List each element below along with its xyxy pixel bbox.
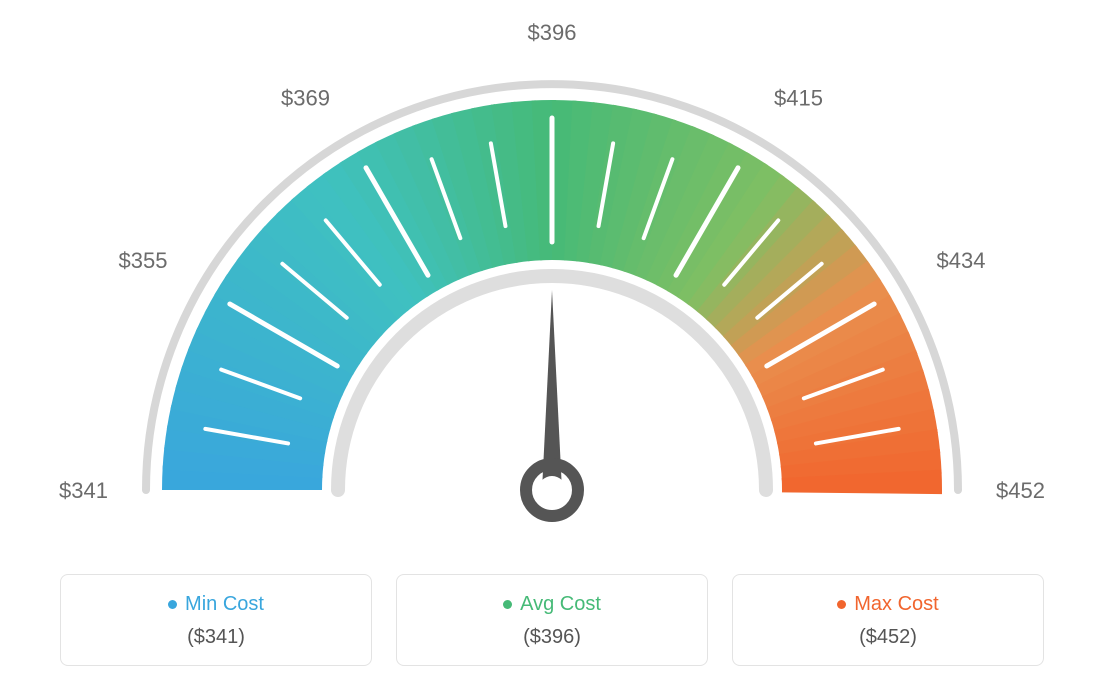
legend-value-max: ($452): [743, 626, 1033, 649]
gauge-svg: $341 $355 $369 $396 $415 $434 $452: [20, 20, 1084, 550]
gauge-tick-label: $434: [937, 248, 986, 273]
gauge-tick-label: $415: [774, 85, 823, 110]
legend-value-avg: ($396): [407, 626, 697, 649]
gauge-tick-label: $452: [996, 478, 1045, 503]
gauge-tick-label: $355: [119, 248, 168, 273]
legend-label-max: Max Cost: [854, 593, 938, 615]
legend-box-min: Min Cost ($341): [60, 574, 372, 666]
cost-gauge-chart: $341 $355 $369 $396 $415 $434 $452 Min Cost ($…: [20, 20, 1084, 666]
legend-box-max: Max Cost ($452): [732, 574, 1044, 666]
legend-title-max: Max Cost: [743, 593, 1033, 616]
dot-icon: [837, 600, 846, 609]
legend-value-min: ($341): [71, 626, 361, 649]
legend-title-min: Min Cost: [71, 593, 361, 616]
dot-icon: [168, 600, 177, 609]
legend-label-min: Min Cost: [185, 593, 264, 615]
gauge-tick-label: $396: [528, 20, 577, 45]
legend-box-avg: Avg Cost ($396): [396, 574, 708, 666]
legend-title-avg: Avg Cost: [407, 593, 697, 616]
dot-icon: [503, 600, 512, 609]
legend-row: Min Cost ($341) Avg Cost ($396) Max Cost…: [20, 574, 1084, 666]
legend-label-avg: Avg Cost: [520, 593, 601, 615]
gauge-tick-label: $341: [59, 478, 108, 503]
gauge-tick-label: $369: [281, 85, 330, 110]
